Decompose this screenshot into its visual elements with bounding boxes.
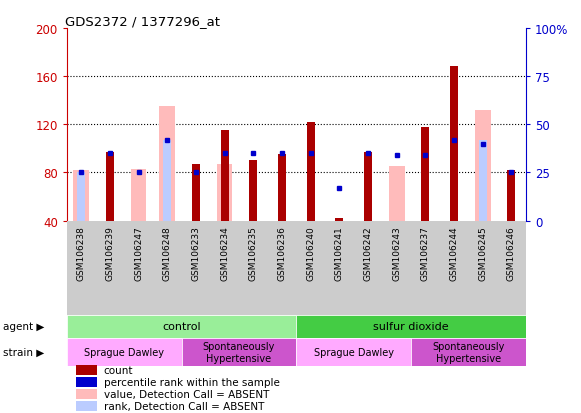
Bar bbox=[67, 315, 296, 338]
Text: GSM106236: GSM106236 bbox=[278, 226, 286, 280]
Bar bbox=[192, 165, 200, 221]
Text: agent ▶: agent ▶ bbox=[3, 322, 44, 332]
Bar bbox=[76, 401, 96, 411]
Text: GSM106239: GSM106239 bbox=[105, 226, 114, 280]
Text: GSM106241: GSM106241 bbox=[335, 226, 344, 280]
Text: GDS2372 / 1377296_at: GDS2372 / 1377296_at bbox=[64, 15, 220, 28]
Bar bbox=[421, 127, 429, 221]
Text: GSM106243: GSM106243 bbox=[392, 226, 401, 280]
Bar bbox=[181, 338, 296, 366]
Bar bbox=[507, 171, 515, 221]
Text: GSM106242: GSM106242 bbox=[364, 226, 372, 280]
Text: sulfur dioxide: sulfur dioxide bbox=[373, 322, 449, 332]
Text: GSM106235: GSM106235 bbox=[249, 226, 258, 280]
Bar bbox=[296, 338, 411, 366]
Bar bbox=[76, 389, 96, 399]
Text: Sprague Dawley: Sprague Dawley bbox=[314, 347, 394, 357]
Text: Spontaneously
Hypertensive: Spontaneously Hypertensive bbox=[432, 342, 505, 363]
Text: GSM106238: GSM106238 bbox=[77, 226, 85, 280]
Bar bbox=[77, 173, 85, 221]
Text: GSM106246: GSM106246 bbox=[507, 226, 516, 280]
Text: Spontaneously
Hypertensive: Spontaneously Hypertensive bbox=[203, 342, 275, 363]
Text: GSM106245: GSM106245 bbox=[478, 226, 487, 280]
Bar bbox=[76, 377, 96, 387]
Text: GSM106248: GSM106248 bbox=[163, 226, 172, 280]
Text: strain ▶: strain ▶ bbox=[3, 347, 44, 357]
Bar bbox=[278, 155, 286, 221]
Bar bbox=[159, 107, 175, 221]
Text: Sprague Dawley: Sprague Dawley bbox=[84, 347, 164, 357]
Bar bbox=[389, 167, 404, 221]
Bar bbox=[249, 161, 257, 221]
Bar bbox=[221, 131, 228, 221]
Text: control: control bbox=[162, 322, 201, 332]
Bar bbox=[307, 123, 315, 221]
Text: count: count bbox=[103, 365, 133, 375]
Bar bbox=[76, 366, 96, 375]
Text: GSM106234: GSM106234 bbox=[220, 226, 229, 280]
Bar bbox=[335, 218, 343, 221]
Bar bbox=[73, 171, 89, 221]
Bar bbox=[131, 169, 146, 221]
Bar bbox=[475, 111, 491, 221]
Text: GSM106244: GSM106244 bbox=[450, 226, 458, 280]
Text: percentile rank within the sample: percentile rank within the sample bbox=[103, 377, 279, 387]
Bar bbox=[163, 140, 171, 221]
Text: GSM106237: GSM106237 bbox=[421, 226, 430, 280]
Bar bbox=[411, 338, 526, 366]
Bar bbox=[67, 338, 181, 366]
Text: GSM106233: GSM106233 bbox=[191, 226, 200, 280]
Text: value, Detection Call = ABSENT: value, Detection Call = ABSENT bbox=[103, 389, 269, 399]
Text: rank, Detection Call = ABSENT: rank, Detection Call = ABSENT bbox=[103, 401, 264, 411]
Bar bbox=[450, 67, 458, 221]
Bar bbox=[364, 152, 372, 221]
Bar bbox=[479, 140, 487, 221]
Bar bbox=[106, 152, 114, 221]
Bar bbox=[296, 315, 526, 338]
Bar bbox=[217, 165, 232, 221]
Text: GSM106247: GSM106247 bbox=[134, 226, 143, 280]
Text: GSM106240: GSM106240 bbox=[306, 226, 315, 280]
